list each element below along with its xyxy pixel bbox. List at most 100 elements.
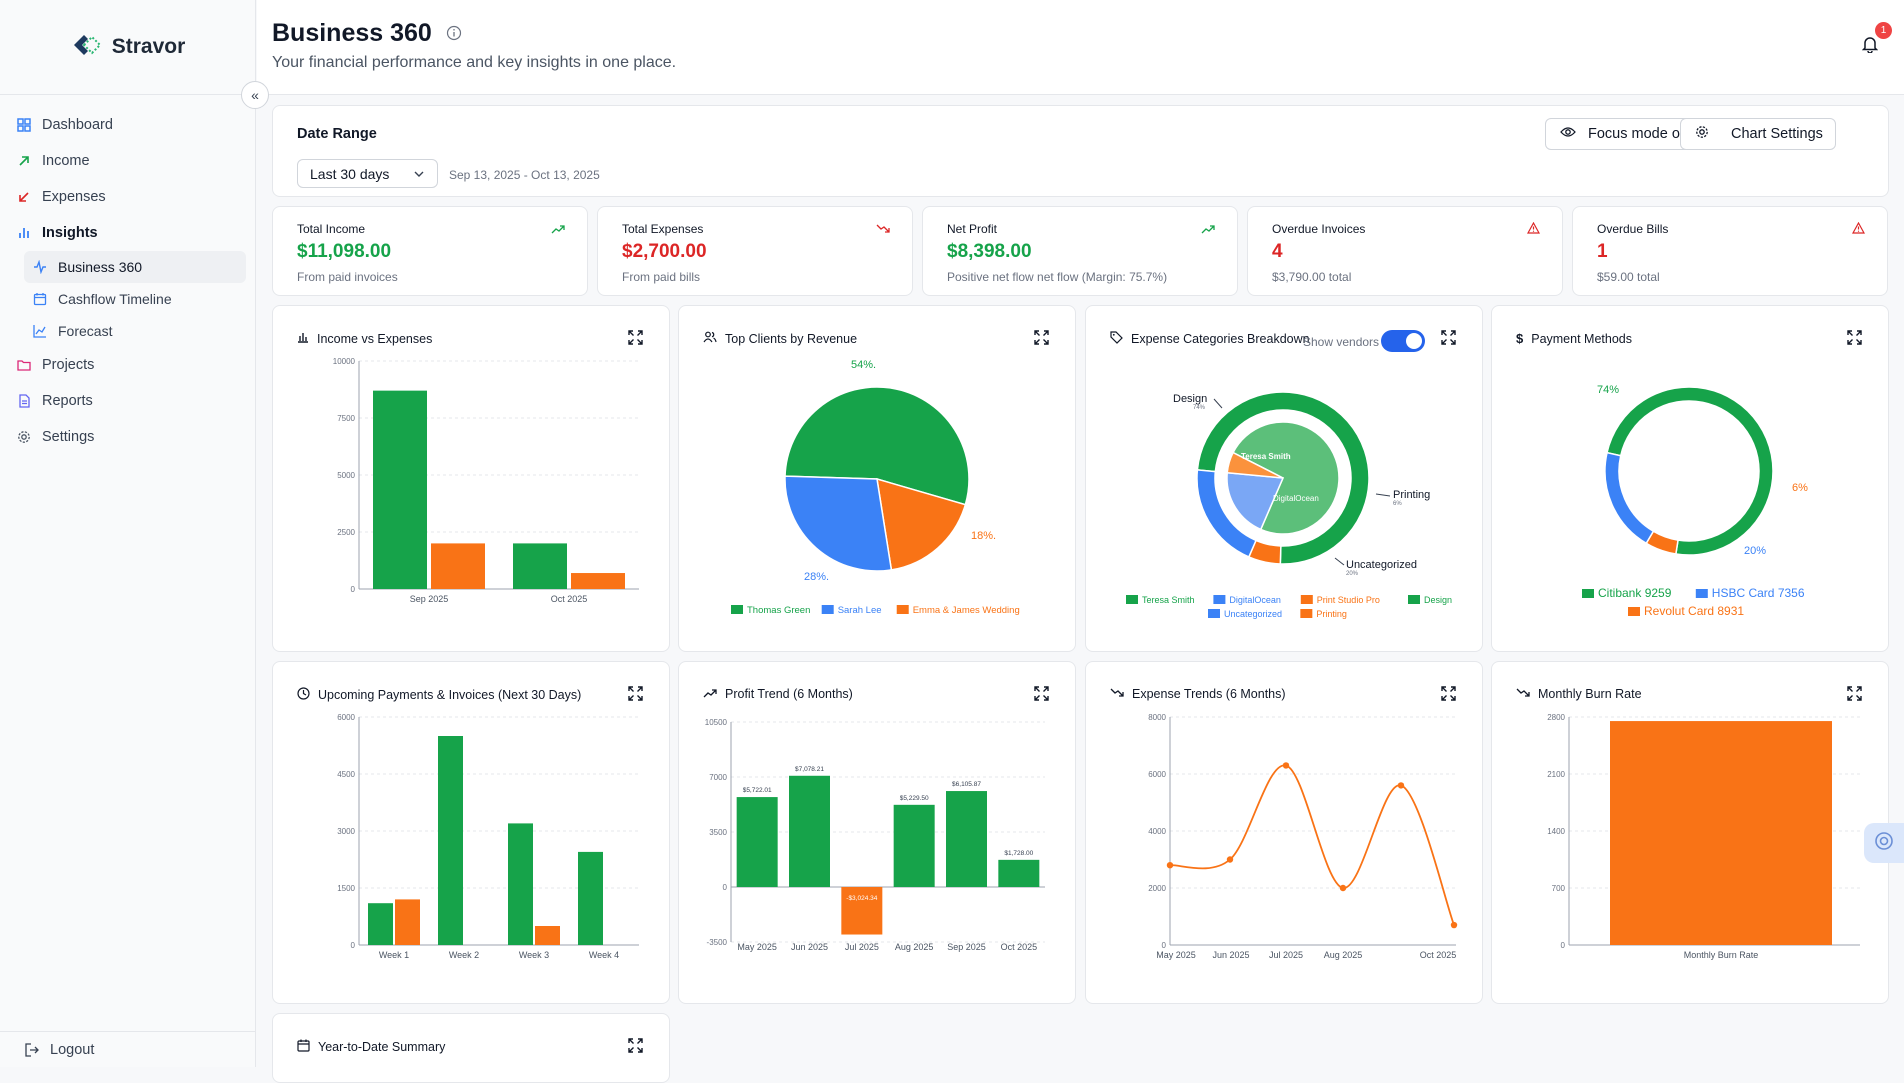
upcoming-payments-chart: 0 1500 3000 4500 6000 Week 1 Week 2 Week 3 Week … [337,713,639,960]
y-tick-label: 5000 [337,471,355,480]
series-line [1169,764,1455,926]
expand-icon[interactable] [1034,330,1049,350]
info-icon[interactable] [446,19,462,48]
stat-label: Net Profit [947,222,998,236]
x-tick-label: Week 2 [449,950,479,960]
x-tick-label: Jul 2025 [1269,950,1303,960]
arrow-down-left-icon [16,189,32,205]
slice-label: 20% [1744,545,1766,557]
sidebar-item-expenses[interactable]: Expenses [0,179,255,215]
x-tick-label: Aug 2025 [1324,950,1363,960]
data-label: $6,105.87 [952,781,981,788]
x-tick-label: Sep 2025 [410,594,449,604]
sidebar-item-cashflow-timeline[interactable]: Cashflow Timeline [24,283,246,315]
sidebar-item-business-360[interactable]: Business 360 [24,251,246,283]
legend-swatch [1126,595,1138,604]
notifications-button[interactable] [1861,35,1879,58]
profit-trend-card: Profit Trend (6 Months) -3500 0 3500 7000 10… [678,661,1076,1004]
bar [571,573,625,589]
show-vendors-toggle[interactable] [1381,330,1425,352]
top-clients-chart: 54%. 18%. 28%. Thomas Green Sarah Lee Emma & … [731,359,1020,616]
expand-icon[interactable] [1441,330,1456,350]
stat-label: Overdue Bills [1597,222,1669,236]
focus-mode-button[interactable]: Focus mode off [1545,118,1701,150]
stat-label: Overdue Invoices [1272,222,1366,236]
sidebar-item-label: Projects [42,357,95,373]
top-clients-card: Top Clients by Revenue 54%. 18%. 28%. Thoma… [678,305,1076,652]
y-tick-label: 7500 [337,414,355,423]
expand-icon[interactable] [1847,330,1862,350]
category-label: Design [1173,393,1207,405]
expand-icon[interactable] [1847,686,1862,706]
trend-down-icon [876,221,890,239]
calendar-icon [32,291,48,307]
sidebar-item-forecast[interactable]: Forecast [24,315,246,347]
show-vendors-label: Show vendors [1303,335,1380,349]
sidebar-item-reports[interactable]: Reports [0,383,255,419]
sidebar-item-dashboard[interactable]: Dashboard [0,107,255,143]
y-tick-label: 2800 [1547,713,1565,722]
clock-icon [297,687,310,703]
legend-swatch [1300,609,1313,618]
notification-badge: 1 [1875,22,1892,39]
outer-ring-slice [1196,469,1257,558]
data-point [1450,921,1458,929]
legend-swatch [1695,589,1708,598]
bar [431,543,485,589]
bar [1610,721,1832,945]
expand-icon[interactable] [628,1038,643,1058]
stat-value: 1 [1597,241,1608,262]
trend-up-icon [551,221,565,239]
alert-triangle-icon [1526,221,1541,239]
legend-label: Sarah Lee [838,605,882,616]
date-range-select[interactable]: Last 30 days [297,159,438,188]
expand-icon[interactable] [628,330,643,350]
activity-icon [32,259,48,275]
y-tick-label: 7000 [709,773,727,782]
donut-slice [1606,386,1774,556]
support-icon [1874,831,1894,856]
sidebar-item-label: Cashflow Timeline [58,291,172,307]
x-tick-label: Aug 2025 [895,942,934,952]
x-tick-label: Oct 2025 [1420,950,1457,960]
sidebar: Stravor Dashboard Income Expenses Insigh… [0,0,256,1067]
sidebar-item-projects[interactable]: Projects [0,347,255,383]
expand-icon[interactable] [628,686,643,706]
sidebar-item-settings[interactable]: Settings [0,419,255,455]
expand-icon[interactable] [1441,686,1456,706]
users-icon [703,331,717,346]
sidebar-item-income[interactable]: Income [0,143,255,179]
legend-label: Citibank 9259 [1598,586,1672,600]
legend-label: DigitalOcean [1229,595,1281,605]
logo[interactable]: Stravor [0,0,255,95]
bell-icon [1861,37,1879,57]
data-label: $5,722.01 [743,787,772,794]
stat-label: Total Income [297,222,366,236]
x-tick-label: Jun 2025 [791,942,828,952]
sidebar-item-insights[interactable]: Insights [0,215,255,251]
y-tick-label: 10000 [333,357,356,366]
logout-button[interactable]: Logout [0,1031,256,1067]
expand-icon[interactable] [1034,686,1049,706]
legend-swatch [1628,607,1640,616]
x-tick-label: May 2025 [1156,950,1196,960]
inner-pie-slice [1226,471,1285,531]
help-widget-button[interactable] [1864,823,1904,863]
sidebar-item-label: Reports [42,393,93,409]
stat-card: Overdue Invoices 4 $3,790.00 total [1247,206,1563,296]
trend-down-icon [1516,687,1530,701]
collapse-sidebar-button[interactable]: « [241,81,269,109]
slice-label: 18%. [971,530,996,542]
legend-label: Printing [1316,609,1347,619]
sidebar-item-label: Business 360 [58,259,143,275]
y-tick-label: 0 [1561,941,1566,950]
payment-methods-chart: 74% 6% 20% Citibank 9259 HSBC Card 7356 Revol… [1582,384,1808,618]
legend-swatch [1208,609,1220,618]
x-tick-label: May 2025 [737,942,777,952]
folder-icon [16,357,32,373]
payment-methods-card: $ Payment Methods 74% 6% 20% Citibank 9259 HS… [1491,305,1889,652]
chart-settings-button[interactable]: Chart Settings [1680,118,1836,150]
stat-card: Overdue Bills 1 $59.00 total [1572,206,1888,296]
page-title-text: Business 360 [272,19,432,47]
legend-label: Emma & James Wedding [913,605,1020,616]
